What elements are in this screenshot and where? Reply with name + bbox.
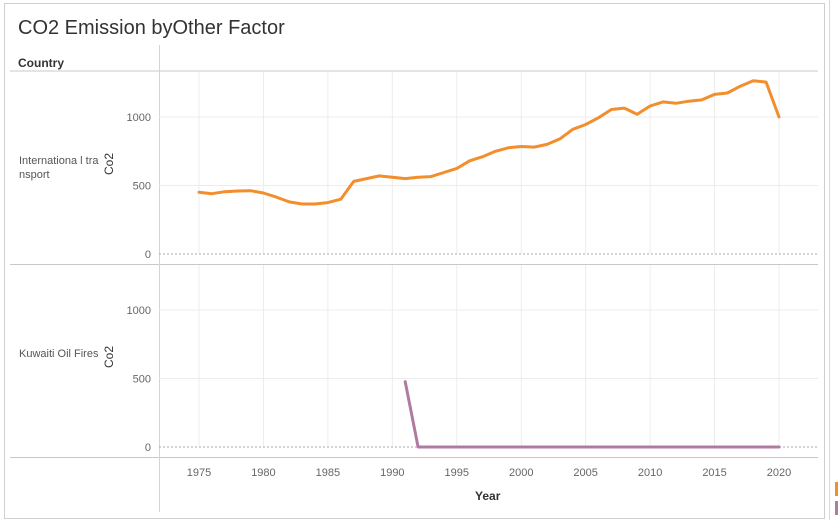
x-axis-title: Year: [475, 489, 501, 503]
row-label-international-transport: Internationa l transport: [19, 155, 99, 181]
series-line-kuwaiti-oil-fires: [403, 380, 781, 449]
legend-color-transport: [835, 482, 838, 496]
x-tick-label-2000: 2000: [509, 467, 533, 479]
x-tick-label-1985: 1985: [316, 467, 340, 479]
x-tick-label-2005: 2005: [573, 467, 597, 479]
x-tick-label-1990: 1990: [380, 467, 404, 479]
x-tick-label-1995: 1995: [445, 467, 469, 479]
series-line-international-transport: [197, 79, 781, 206]
y-tick-label-1000-panel-2: 1000: [127, 305, 151, 317]
y-tick-label-1000-panel-1: 1000: [127, 112, 151, 124]
x-tick-label-1980: 1980: [251, 467, 275, 479]
row-header-country: Country: [18, 56, 64, 70]
scrollbar-edge[interactable]: [829, 0, 830, 520]
y-tick-label-0-panel-2: 0: [145, 442, 151, 454]
legend-color-kuwait: [835, 501, 838, 515]
y-tick-label-500-panel-2: 500: [133, 374, 151, 386]
chart-title: CO2 Emission byOther Factor: [18, 17, 285, 39]
x-tick-label-2010: 2010: [638, 467, 662, 479]
x-tick-label-1975: 1975: [187, 467, 211, 479]
y-tick-label-500-panel-1: 500: [133, 181, 151, 193]
row-label-kuwaiti-oil-fires: Kuwaiti Oil Fires: [19, 348, 99, 360]
x-tick-label-2015: 2015: [702, 467, 726, 479]
x-tick-label-2020: 2020: [767, 467, 791, 479]
y-tick-label-0-panel-1: 0: [145, 249, 151, 261]
